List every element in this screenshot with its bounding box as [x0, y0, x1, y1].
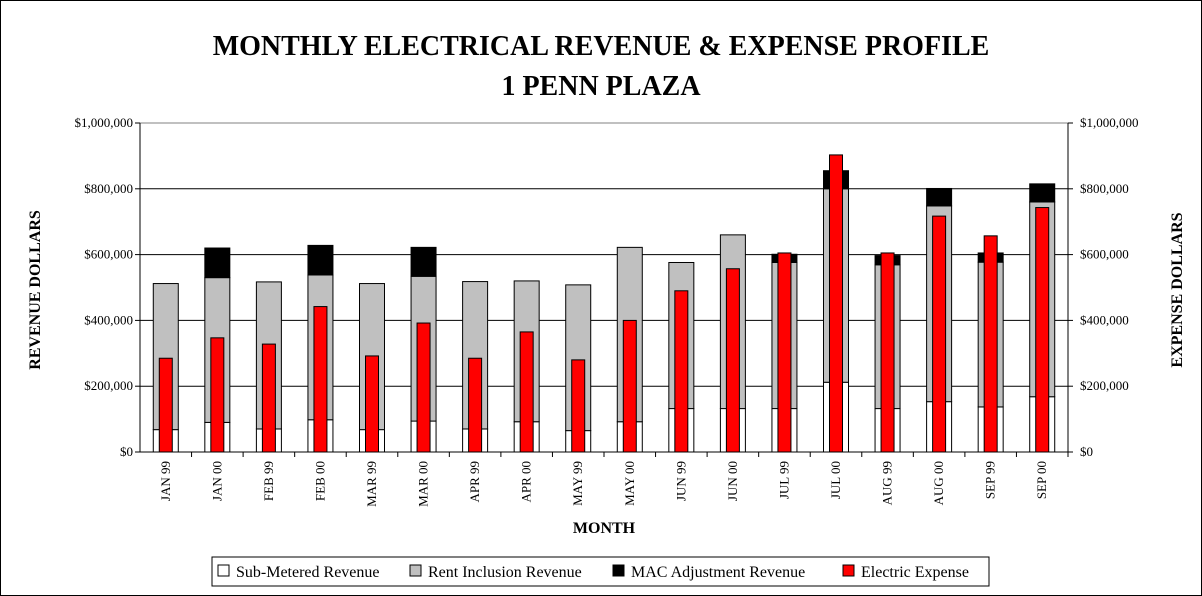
y2-tick-label: $800,000 — [1080, 181, 1129, 196]
legend-swatch — [217, 564, 230, 577]
y-tick-label: $400,000 — [84, 312, 133, 327]
legend-label: MAC Adjustment Revenue — [631, 564, 805, 581]
legend-swatch — [409, 564, 422, 577]
plot-area — [139, 122, 1069, 453]
bar-electric-expense — [932, 215, 947, 453]
y-tick-label: $1,000,000 — [75, 115, 134, 130]
x-tick-label: JAN 00 — [209, 461, 224, 501]
y2-tick-label: $1,000,000 — [1080, 115, 1139, 130]
axes-group — [135, 122, 1073, 457]
bar-electric-expense — [210, 337, 225, 453]
bar-electric-expense — [519, 331, 534, 453]
x-tick-label: SEP 00 — [1034, 461, 1049, 499]
x-tick-label: SEP 99 — [983, 461, 998, 499]
y2-tick-label: $200,000 — [1080, 378, 1129, 393]
y-axis-label: REVENUE DOLLARS — [27, 210, 44, 370]
bar-mac-adjustment — [1029, 183, 1056, 203]
x-tick-label: JAN 99 — [158, 461, 173, 501]
legend-label: Sub-Metered Revenue — [236, 564, 380, 581]
x-tick-label: JUL 99 — [776, 461, 791, 499]
bar-electric-expense — [880, 252, 895, 453]
y2-tick-label: $0 — [1080, 444, 1093, 459]
tick-labels: $0 $0 $200,000 $200,000 $400,000 $400,000 $600… — [75, 115, 1139, 507]
y2-axis-label: EXPENSE DOLLARS — [1169, 212, 1186, 367]
bar-electric-expense — [158, 357, 173, 453]
bar-electric-expense — [416, 322, 431, 453]
x-tick-label: FEB 00 — [312, 461, 327, 501]
x-tick-label: JUN 00 — [725, 461, 740, 501]
legend-label: Rent Inclusion Revenue — [428, 564, 582, 581]
y-tick-label: $0 — [120, 444, 133, 459]
y2-tick-label: $400,000 — [1080, 312, 1129, 327]
x-tick-label: JUL 00 — [828, 461, 843, 499]
x-tick-label: AUG 00 — [931, 461, 946, 505]
bar-mac-adjustment — [204, 247, 231, 279]
x-tick-label: JUN 99 — [673, 461, 688, 501]
x-tick-label: MAR 00 — [416, 461, 431, 507]
x-tick-label: MAY 99 — [570, 461, 585, 506]
bar-electric-expense — [983, 235, 998, 453]
x-tick-label: APR 99 — [467, 461, 482, 503]
bar-electric-expense — [777, 252, 792, 453]
bar-electric-expense — [261, 343, 276, 453]
y-tick-label: $200,000 — [84, 378, 133, 393]
legend: Sub-Metered Revenue Rent Inclusion Revenu… — [211, 556, 990, 587]
bar-electric-expense — [313, 306, 328, 453]
y-tick-label: $600,000 — [84, 247, 133, 262]
bar-electric-expense — [725, 268, 740, 453]
bar-electric-expense — [674, 290, 689, 453]
x-tick-label: MAR 99 — [364, 461, 379, 507]
bar-electric-expense — [829, 154, 843, 453]
y2-tick-label: $600,000 — [1080, 247, 1129, 262]
x-tick-label: APR 00 — [519, 461, 534, 503]
bar-electric-expense — [1035, 207, 1050, 453]
bar-mac-adjustment — [410, 246, 437, 277]
y-tick-label: $800,000 — [84, 181, 133, 196]
legend-box — [211, 556, 990, 587]
x-tick-label: MAY 00 — [622, 461, 637, 506]
chart-title: MONTHLY ELECTRICAL REVENUE & EXPENSE PRO… — [213, 31, 990, 62]
bar-electric-expense — [571, 359, 586, 453]
x-axis-label: MONTH — [573, 520, 636, 537]
bar-mac-adjustment — [307, 244, 334, 276]
bar-electric-expense — [622, 319, 637, 453]
x-tick-label: AUG 99 — [880, 461, 895, 505]
bar-mac-adjustment — [926, 187, 953, 207]
chart-subtitle: 1 PENN PLAZA — [501, 71, 701, 102]
bar-electric-expense — [468, 357, 483, 453]
x-tick-label: FEB 99 — [261, 461, 276, 501]
bar-electric-expense — [365, 355, 379, 453]
legend-swatch — [612, 564, 625, 577]
bars-group — [152, 154, 1056, 453]
gridlines — [139, 122, 1069, 453]
legend-swatch — [842, 564, 855, 577]
legend-label: Electric Expense — [861, 564, 969, 581]
